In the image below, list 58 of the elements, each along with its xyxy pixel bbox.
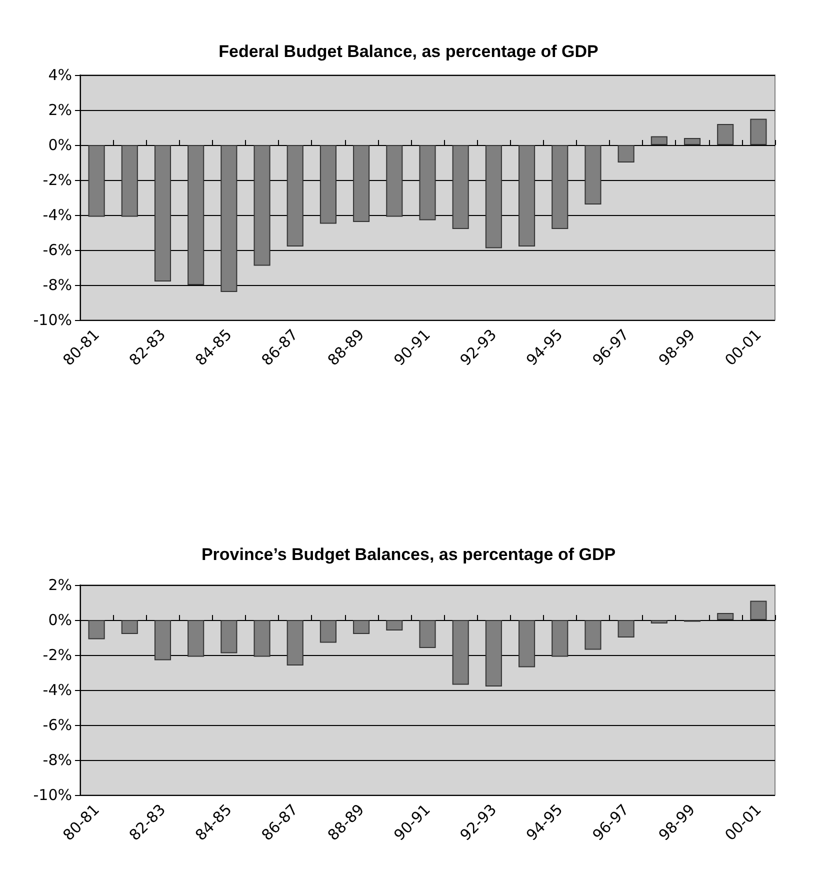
bar: [254, 620, 270, 657]
chart-title: Federal Budget Balance, as percentage of GDP: [218, 42, 598, 61]
bar: [650, 136, 668, 145]
bar: [121, 620, 138, 634]
y-tick-label: 0%: [48, 611, 72, 629]
y-tick-label: -6%: [42, 241, 72, 259]
bar: [188, 620, 204, 657]
bar: [650, 620, 668, 624]
y-tick-label: 0%: [48, 136, 72, 154]
y-tick-label: -6%: [42, 716, 72, 734]
bar: [188, 145, 204, 285]
bar: [320, 145, 336, 224]
bar: [386, 145, 403, 217]
chart-title: Province’s Budget Balances, as percentage of GDP: [201, 545, 616, 564]
y-tick-label: -8%: [42, 751, 72, 769]
y-tick-label: -8%: [42, 276, 72, 294]
bar: [518, 145, 536, 246]
bar: [618, 145, 634, 162]
bar: [254, 145, 270, 266]
bar: [286, 620, 304, 666]
bar: [88, 145, 105, 217]
bar: [452, 620, 469, 685]
bar: [618, 620, 634, 638]
bar: [452, 145, 469, 229]
bar: [419, 145, 436, 220]
bar: [584, 620, 602, 650]
y-tick-label: -10%: [33, 311, 72, 329]
bar: [485, 145, 502, 248]
y-tick-label: -2%: [42, 171, 72, 189]
bar: [320, 620, 336, 643]
y-tick-label: -2%: [42, 646, 72, 664]
y-tick-label: 4%: [48, 66, 72, 84]
bar: [154, 145, 172, 282]
y-tick-label: 2%: [48, 101, 72, 119]
bar: [154, 620, 172, 660]
y-tick-label: -10%: [33, 786, 72, 804]
y-tick-label: 2%: [48, 576, 72, 594]
bar: [552, 620, 568, 657]
bar: [750, 600, 767, 620]
y-tick-label: -4%: [42, 681, 72, 699]
y-tick-label: -4%: [42, 206, 72, 224]
bar: [552, 145, 568, 229]
bar: [684, 138, 701, 145]
bar: [353, 145, 370, 222]
bar: [220, 145, 238, 292]
bar: [419, 620, 436, 648]
bar: [717, 124, 734, 145]
bar: [121, 145, 138, 217]
bar: [750, 118, 767, 145]
bar: [386, 620, 403, 630]
bar: [220, 620, 238, 654]
bar: [353, 620, 370, 634]
bar: [485, 620, 502, 686]
bar: [88, 620, 105, 640]
bar: [286, 145, 304, 246]
bar: [518, 620, 536, 668]
bar: [584, 145, 602, 204]
bar: [717, 613, 734, 620]
